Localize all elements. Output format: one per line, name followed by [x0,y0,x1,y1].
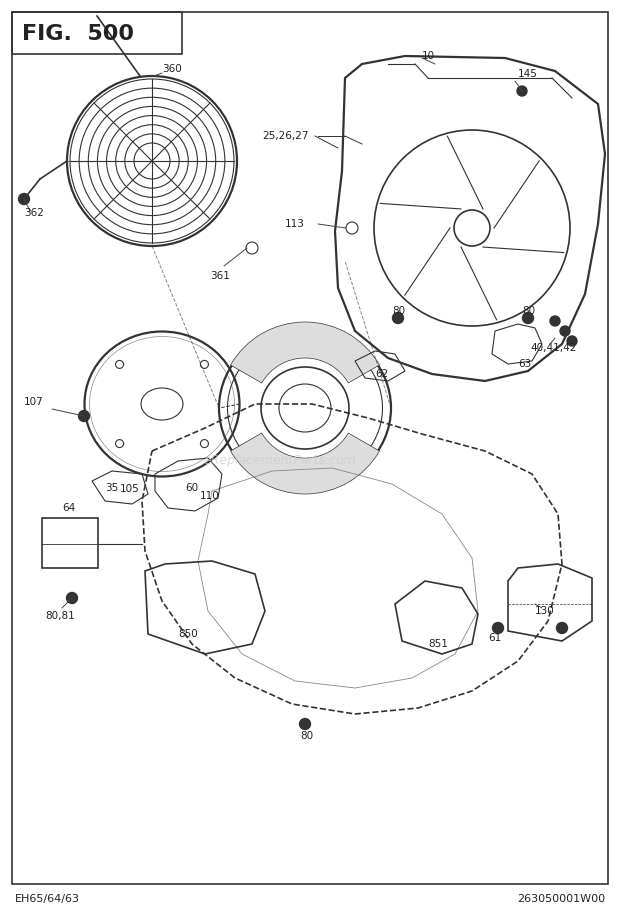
Text: 40,41,42: 40,41,42 [530,343,577,353]
Text: 107: 107 [24,397,44,407]
Circle shape [560,326,570,336]
Text: 10: 10 [422,51,435,61]
Circle shape [492,623,503,634]
Circle shape [523,312,533,323]
Circle shape [66,593,78,604]
Text: 80: 80 [300,731,313,741]
Circle shape [517,86,527,96]
Circle shape [550,316,560,326]
Circle shape [557,623,567,634]
Text: 361: 361 [210,271,230,281]
Circle shape [567,336,577,346]
Text: 80: 80 [522,306,535,316]
Text: 80: 80 [392,306,405,316]
Circle shape [299,718,311,729]
Wedge shape [231,433,379,494]
Text: 80,81: 80,81 [45,611,75,621]
Text: 62: 62 [375,369,388,379]
Circle shape [19,193,30,204]
Text: 25,26,27: 25,26,27 [262,131,309,141]
Text: 263050001W00: 263050001W00 [517,894,605,904]
Text: 60: 60 [185,483,198,493]
Text: 35: 35 [105,483,118,493]
Circle shape [79,410,89,421]
Text: 113: 113 [285,219,305,229]
Text: 850: 850 [178,629,198,639]
Text: 61: 61 [488,633,501,643]
Text: 105: 105 [120,484,140,494]
Text: 110: 110 [200,491,219,501]
Text: 360: 360 [162,64,182,74]
Text: 145: 145 [518,69,538,79]
Text: 64: 64 [62,503,75,513]
Text: FIG.  500: FIG. 500 [22,24,134,44]
Text: 63: 63 [518,359,531,369]
Text: 130: 130 [535,606,555,616]
Text: eReplacementParts.com: eReplacementParts.com [204,454,356,467]
Text: EH65/64/63: EH65/64/63 [15,894,80,904]
Text: 362: 362 [24,208,44,218]
Circle shape [392,312,404,323]
Text: 851: 851 [428,639,448,649]
Wedge shape [231,322,379,383]
